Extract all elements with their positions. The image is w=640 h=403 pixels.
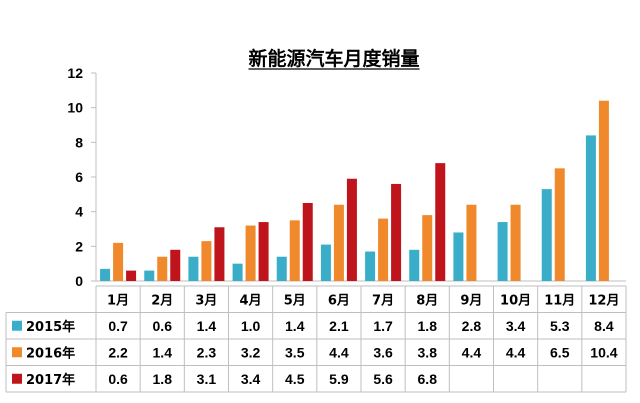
data-label: 5.3 — [550, 318, 570, 334]
x-tick-label: 4月 — [240, 293, 262, 308]
data-label: 6.8 — [418, 371, 438, 387]
bar — [245, 225, 256, 281]
bar — [144, 270, 155, 281]
x-tick-label: 10月 — [500, 293, 531, 308]
data-label: 8.4 — [594, 318, 614, 334]
bar — [201, 241, 212, 281]
bar — [391, 183, 402, 281]
data-label: 2.3 — [197, 344, 217, 360]
x-tick-label: 7月 — [372, 293, 394, 308]
data-label: 0.7 — [108, 318, 128, 334]
data-table: 1月 2月 3月 4月 5月 6月 7月 8月 9月 10月 11月 12月 2015年 0.7 0.6 1.… — [5, 285, 627, 393]
data-label: 2.1 — [329, 318, 349, 334]
bar — [541, 189, 552, 281]
data-label: 1.8 — [153, 371, 173, 387]
x-tick-label: 9月 — [460, 293, 482, 308]
bar — [422, 215, 433, 281]
bar — [435, 163, 446, 281]
data-label: 3.4 — [506, 318, 526, 334]
data-label: 5.6 — [373, 371, 393, 387]
bar — [333, 204, 344, 281]
bar — [188, 256, 199, 281]
bar — [365, 251, 376, 281]
data-label: 4.4 — [462, 344, 482, 360]
bar — [320, 244, 331, 281]
bar — [100, 268, 111, 281]
legend-swatch — [12, 320, 22, 331]
bar — [453, 232, 464, 281]
bar — [170, 249, 181, 281]
data-label: 1.8 — [418, 318, 438, 334]
y-tick-label: 12 — [67, 65, 83, 81]
legend-label: 2016年 — [26, 345, 75, 361]
bar — [598, 100, 609, 281]
data-label: 3.5 — [285, 344, 305, 360]
y-tick-label: 4 — [75, 204, 83, 220]
data-label: 1.4 — [285, 318, 305, 334]
data-label: 1.4 — [153, 344, 173, 360]
data-label: 3.1 — [197, 371, 217, 387]
data-label: 10.4 — [590, 344, 617, 360]
bar — [113, 242, 124, 281]
y-tick-label: 2 — [75, 238, 83, 254]
data-label: 4.4 — [329, 344, 349, 360]
data-label: 3.4 — [241, 371, 261, 387]
bar — [497, 222, 508, 281]
x-tick-label: 3月 — [195, 293, 217, 308]
x-tick-label: 12月 — [588, 293, 619, 308]
data-label: 3.8 — [418, 344, 438, 360]
data-label: 4.5 — [285, 371, 305, 387]
bar — [126, 270, 137, 281]
bar — [585, 135, 596, 281]
legend-label: 2017年 — [26, 372, 75, 388]
data-label: 0.6 — [153, 318, 173, 334]
bar — [302, 203, 313, 281]
bar — [378, 218, 389, 281]
data-label: 2.2 — [108, 344, 128, 360]
data-label: 2.8 — [462, 318, 482, 334]
x-tick-label: 2月 — [151, 293, 173, 308]
data-label: 1.7 — [373, 318, 393, 334]
y-axis: 0 2 4 6 8 10 12 — [67, 65, 626, 289]
x-tick-label: 6月 — [328, 293, 350, 308]
data-label: 6.5 — [550, 344, 570, 360]
y-tick-label: 10 — [67, 100, 83, 116]
x-tick-label: 5月 — [284, 293, 306, 308]
x-tick-label: 11月 — [544, 293, 575, 308]
data-label: 3.2 — [241, 344, 261, 360]
y-tick-label: 8 — [75, 134, 83, 150]
legend-swatch — [12, 347, 22, 358]
data-label: 4.4 — [506, 344, 526, 360]
bar — [409, 249, 420, 281]
bar — [510, 204, 521, 281]
bar — [346, 178, 357, 281]
legend-label: 2015年 — [26, 319, 75, 335]
bar — [554, 168, 565, 281]
data-label: 1.4 — [197, 318, 217, 334]
data-label: 0.6 — [108, 371, 128, 387]
bar — [276, 256, 287, 281]
bar — [466, 204, 477, 281]
bar — [157, 256, 168, 281]
bars — [100, 100, 609, 281]
x-tick-label: 8月 — [416, 293, 438, 308]
y-tick-label: 6 — [75, 169, 83, 185]
data-label: 3.6 — [373, 344, 393, 360]
bar — [232, 263, 243, 281]
legend-swatch — [12, 373, 22, 384]
bar — [214, 227, 225, 281]
chart-title: 新能源汽车月度销量 — [248, 47, 419, 70]
bar — [289, 220, 300, 281]
y-tick-label: 0 — [75, 273, 83, 289]
data-label: 5.9 — [329, 371, 349, 387]
x-tick-label: 1月 — [107, 293, 129, 308]
bar — [258, 222, 269, 281]
data-label: 1.0 — [241, 318, 261, 334]
